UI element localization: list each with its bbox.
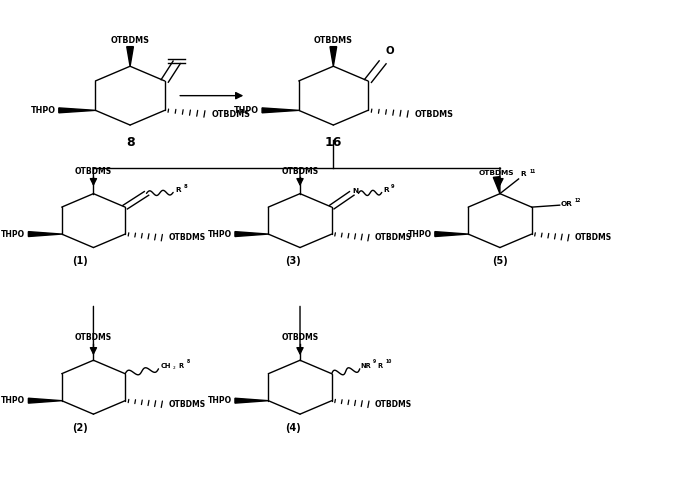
Text: OTBDMS: OTBDMS [282,333,318,342]
Text: N: N [352,188,358,194]
Polygon shape [435,232,469,236]
Polygon shape [29,232,62,236]
Text: OTBDMS: OTBDMS [75,166,112,175]
Text: THPO: THPO [31,106,56,115]
Text: (4): (4) [286,423,301,433]
Text: (5): (5) [492,256,508,266]
Text: THPO: THPO [1,396,25,405]
Text: (2): (2) [72,423,88,433]
Text: 10: 10 [385,360,392,364]
Text: THPO: THPO [207,230,232,238]
Text: OTBDMS: OTBDMS [169,400,205,409]
Text: 12: 12 [575,198,581,203]
Text: R: R [384,188,390,194]
Text: NR: NR [360,363,371,369]
Text: OTBDMS: OTBDMS [479,170,514,175]
Text: OTBDMS: OTBDMS [75,333,112,342]
Text: R: R [178,363,184,369]
Text: 8: 8 [186,360,190,364]
Text: OTBDMS: OTBDMS [169,234,205,242]
Text: OTBDMS: OTBDMS [415,110,454,119]
Text: THPO: THPO [234,106,258,115]
Text: OTBDMS: OTBDMS [575,234,612,242]
Text: ₂: ₂ [173,364,176,370]
Text: THPO: THPO [1,230,25,238]
Text: THPO: THPO [407,230,432,238]
Text: OTBDMS: OTBDMS [282,166,318,175]
Text: THPO: THPO [207,396,232,405]
Text: OTBDMS: OTBDMS [111,36,150,45]
Text: R: R [377,363,382,369]
Text: OTBDMS: OTBDMS [375,234,412,242]
Polygon shape [493,176,500,194]
Polygon shape [235,398,269,403]
Polygon shape [330,46,337,66]
Text: 9: 9 [373,360,376,364]
Text: OTBDMS: OTBDMS [211,110,250,119]
Text: (3): (3) [286,256,301,266]
Text: OR: OR [561,200,573,206]
Text: O: O [386,46,394,56]
Text: (1): (1) [72,256,88,266]
Text: 8: 8 [183,184,187,189]
Text: OTBDMS: OTBDMS [375,400,412,409]
Polygon shape [235,232,269,236]
Text: R: R [520,172,526,177]
Text: R: R [175,188,181,194]
Text: 9: 9 [391,184,394,189]
Text: CH: CH [160,363,171,369]
Polygon shape [58,108,95,113]
Text: 11: 11 [529,169,536,174]
Text: OTBDMS: OTBDMS [314,36,353,45]
Text: 16: 16 [324,136,342,149]
Polygon shape [126,46,133,66]
Polygon shape [29,398,62,403]
Text: 8: 8 [126,136,135,149]
Polygon shape [262,108,299,113]
